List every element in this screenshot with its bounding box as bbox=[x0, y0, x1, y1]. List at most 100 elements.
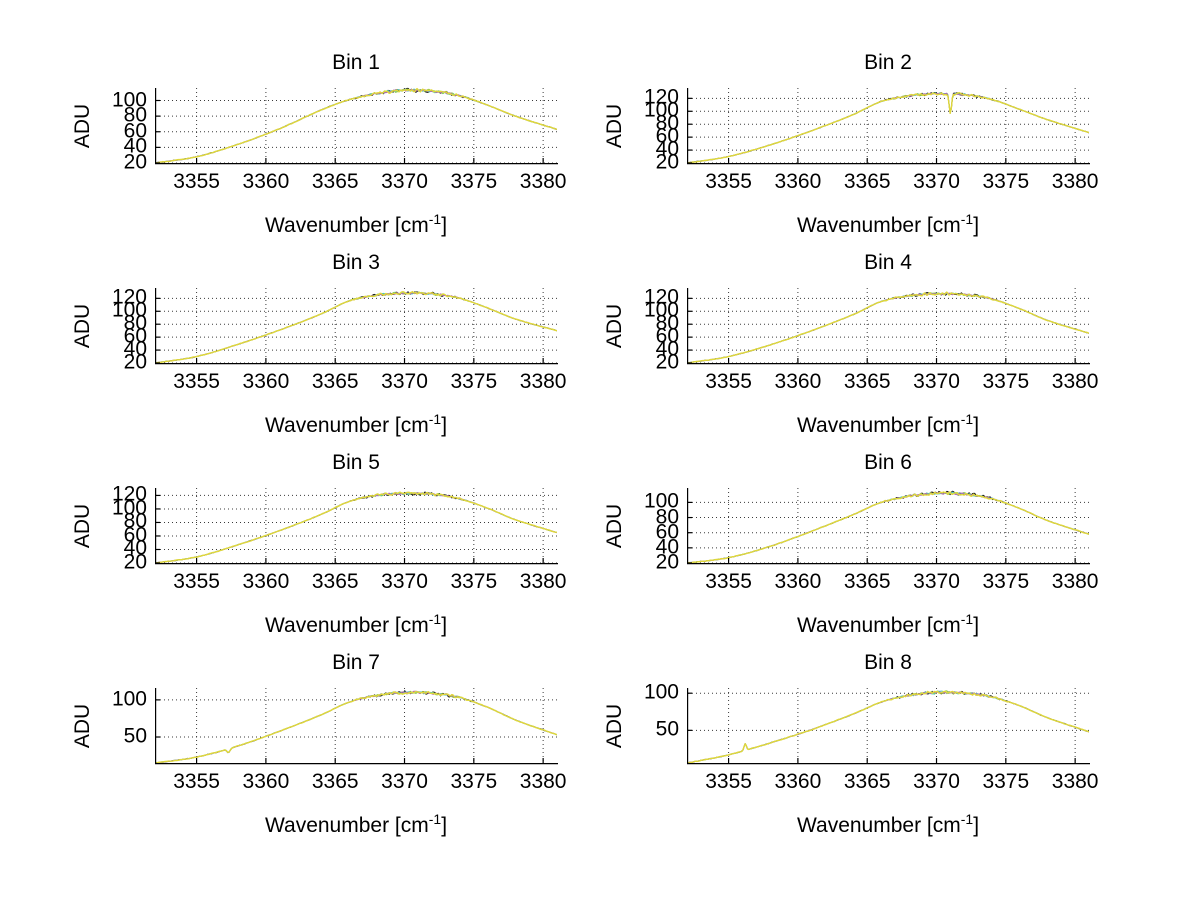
y-tick-label: 60 bbox=[123, 324, 147, 348]
x-tick-label: 3365 bbox=[311, 770, 359, 793]
x-axis-label-sup-text: -1 bbox=[428, 811, 442, 827]
x-axis-label-text: Wavenumber [cm bbox=[796, 614, 961, 637]
y-tick-label: 120 bbox=[643, 285, 679, 309]
y-tick-label: 60 bbox=[655, 520, 679, 544]
x-axis-label: Wavenumber [cm-1] bbox=[155, 407, 557, 438]
x-axis-label-superscript: -1 bbox=[429, 811, 441, 827]
spectrum-line bbox=[687, 691, 1089, 764]
plot-area bbox=[155, 488, 558, 565]
y-tick-label: 100 bbox=[111, 88, 147, 112]
y-tick-label: 80 bbox=[123, 103, 147, 127]
x-tick-label: 3375 bbox=[450, 370, 498, 393]
x-tick-label: 3365 bbox=[843, 170, 891, 193]
x-axis-label: Wavenumber [cm-1] bbox=[155, 207, 557, 238]
y-tick-label: 50 bbox=[655, 717, 679, 741]
x-axis-label: Wavenumber [cm-1] bbox=[687, 807, 1089, 838]
spectrum-line bbox=[687, 690, 1089, 764]
spectrum-series-group bbox=[687, 291, 1089, 364]
spectrum-line bbox=[687, 690, 1089, 764]
y-tick-label: 120 bbox=[643, 85, 679, 109]
x-tick-label: 3355 bbox=[173, 370, 220, 393]
spectrum-line bbox=[155, 491, 557, 564]
x-tick-label: 3360 bbox=[242, 170, 290, 193]
x-tick-label: 3360 bbox=[774, 570, 822, 593]
x-axis-label-text: Wavenumber [cm bbox=[796, 414, 961, 437]
plot-area bbox=[687, 88, 1090, 165]
y-tick-label: 20 bbox=[123, 150, 147, 174]
x-axis-label-sup-text: -1 bbox=[960, 811, 974, 827]
x-axis-label-close: ] bbox=[973, 214, 980, 237]
spectrum-line bbox=[687, 690, 1089, 764]
x-axis-label: Wavenumber [cm-1] bbox=[155, 807, 557, 838]
x-axis-label-close: ] bbox=[973, 614, 980, 637]
x-tick-label: 3355 bbox=[173, 770, 220, 793]
x-axis-label-close: ] bbox=[441, 214, 448, 237]
spectrum-line bbox=[687, 291, 1089, 364]
x-axis-label-close: ] bbox=[973, 414, 980, 437]
x-tick-label: 3365 bbox=[311, 570, 359, 593]
x-axis-label-text: Wavenumber [cm bbox=[264, 814, 429, 837]
x-axis-label-close: ] bbox=[441, 814, 448, 837]
x-tick-label: 3355 bbox=[173, 170, 220, 193]
x-tick-label: 3375 bbox=[982, 370, 1030, 393]
spectrum-line bbox=[155, 292, 557, 364]
subplot-title: Bin 8 bbox=[864, 651, 912, 674]
y-tick-label: 100 bbox=[111, 298, 147, 322]
spectrum-series-group bbox=[687, 91, 1089, 164]
x-axis-label-text: Wavenumber [cm bbox=[796, 214, 961, 237]
subplot-title: Bin 1 bbox=[332, 51, 380, 74]
y-tick-label: 60 bbox=[123, 119, 147, 143]
x-axis-label-superscript: -1 bbox=[961, 611, 973, 627]
x-tick-label: 3380 bbox=[1051, 170, 1099, 193]
x-tick-label: 3360 bbox=[242, 770, 290, 793]
y-tick-label: 120 bbox=[111, 285, 147, 309]
x-axis-label: Wavenumber [cm-1] bbox=[687, 607, 1089, 638]
y-tick-label: 40 bbox=[123, 337, 147, 361]
plot-area bbox=[155, 288, 558, 365]
x-tick-label: 3355 bbox=[173, 570, 220, 593]
spectrum-line bbox=[687, 690, 1089, 764]
x-tick-label: 3355 bbox=[705, 570, 752, 593]
spectrum-line bbox=[687, 291, 1089, 364]
plot-area bbox=[687, 488, 1090, 565]
plot-area bbox=[687, 688, 1090, 765]
x-tick-label: 3355 bbox=[705, 770, 752, 793]
y-tick-label: 80 bbox=[655, 311, 679, 335]
x-tick-label: 3360 bbox=[242, 370, 290, 393]
x-axis-label-text: Wavenumber [cm bbox=[264, 614, 429, 637]
x-tick-label: 3370 bbox=[913, 770, 960, 793]
x-axis-label-superscript: -1 bbox=[429, 611, 441, 627]
x-tick-label: 3375 bbox=[450, 770, 498, 793]
x-tick-label: 3370 bbox=[913, 570, 960, 593]
x-tick-label: 3375 bbox=[450, 570, 498, 593]
spectrum-series-group bbox=[155, 290, 557, 364]
y-tick-label: 80 bbox=[123, 311, 147, 335]
x-axis-label-sup-text: -1 bbox=[428, 211, 442, 227]
y-tick-label: 80 bbox=[655, 111, 679, 135]
x-axis-label: Wavenumber [cm-1] bbox=[155, 607, 557, 638]
spectrum-line bbox=[155, 690, 557, 764]
x-tick-label: 3370 bbox=[381, 370, 428, 393]
y-tick-label: 20 bbox=[123, 550, 147, 574]
x-tick-label: 3370 bbox=[381, 570, 428, 593]
x-tick-label: 3365 bbox=[311, 170, 359, 193]
plot-area bbox=[687, 288, 1090, 365]
x-axis-label-close: ] bbox=[973, 814, 980, 837]
x-axis-label-superscript: -1 bbox=[961, 211, 973, 227]
x-tick-label: 3360 bbox=[242, 570, 290, 593]
x-tick-label: 3365 bbox=[843, 570, 891, 593]
spectrum-series-group bbox=[155, 87, 557, 164]
y-tick-label: 100 bbox=[643, 680, 679, 704]
y-tick-label: 100 bbox=[643, 489, 679, 513]
x-axis-label-superscript: -1 bbox=[961, 811, 973, 827]
x-axis-label-sup-text: -1 bbox=[960, 411, 974, 427]
x-tick-label: 3360 bbox=[774, 170, 822, 193]
spectrum-series-group bbox=[155, 690, 557, 764]
x-tick-label: 3360 bbox=[774, 370, 822, 393]
y-tick-label: 40 bbox=[655, 535, 679, 559]
x-tick-label: 3365 bbox=[311, 370, 359, 393]
y-tick-label: 40 bbox=[123, 537, 147, 561]
subplot-title: Bin 7 bbox=[332, 651, 380, 674]
x-axis-label-sup-text: -1 bbox=[960, 211, 974, 227]
